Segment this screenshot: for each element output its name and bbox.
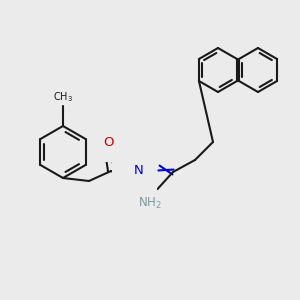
Text: CH$_3$: CH$_3$ [53,90,73,104]
Text: NH$_2$: NH$_2$ [138,196,162,211]
Text: O: O [103,136,113,148]
Text: O: O [125,173,135,187]
Text: N: N [134,164,144,176]
